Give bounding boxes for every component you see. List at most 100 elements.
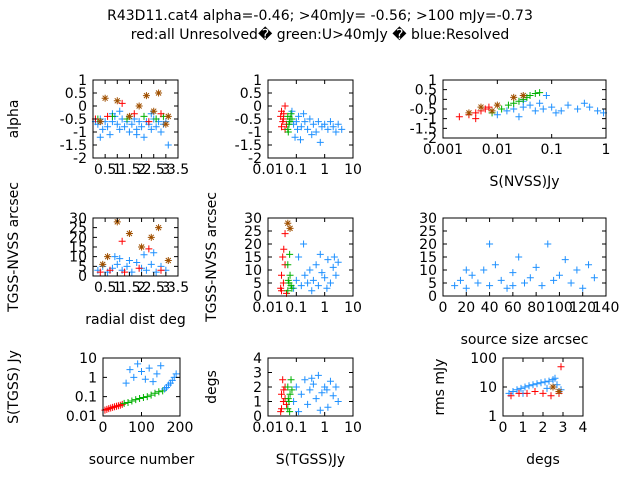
x-tick-label: 1 [519, 420, 528, 436]
y-tick-label: -0.5 [410, 102, 437, 118]
data-point [513, 386, 521, 394]
data-point [488, 107, 496, 115]
data-point [318, 389, 326, 397]
data-point [297, 282, 305, 290]
data-point [465, 109, 473, 117]
data-point [539, 389, 547, 397]
data-point [326, 118, 334, 126]
x-tick-label: 10 [344, 162, 362, 178]
data-point [157, 110, 165, 118]
y-tick-label: 4 [253, 351, 262, 367]
data-point [125, 128, 133, 136]
data-point [526, 274, 534, 282]
data-point [133, 258, 141, 266]
y-tick-label: 0 [428, 92, 437, 108]
y-tick-label: 0 [253, 99, 262, 115]
y-tick-label: 100 [470, 351, 497, 367]
data-point [125, 229, 133, 237]
plot-frame [92, 217, 179, 277]
data-point [580, 99, 588, 107]
data-point [139, 394, 147, 402]
data-point [122, 379, 130, 387]
y-tick-label: 1 [253, 395, 262, 411]
data-point [145, 245, 153, 253]
data-point [138, 368, 145, 376]
data-point [159, 387, 167, 395]
y-tick-label: 1 [88, 370, 97, 386]
data-point [277, 284, 285, 292]
data-point [101, 94, 109, 102]
data-point [288, 386, 296, 394]
y-tick-label: -0.5 [235, 112, 262, 128]
data-point [493, 111, 501, 119]
data-point [334, 258, 342, 266]
data-point [529, 381, 537, 389]
data-point [147, 233, 155, 241]
data-point [278, 390, 286, 398]
data-point [536, 89, 544, 97]
y-tick-label: 25 [419, 224, 437, 240]
y-tick-label: 0.5 [65, 86, 87, 102]
data-point [142, 92, 150, 100]
data-point [105, 405, 113, 413]
data-point [509, 269, 517, 277]
data-point [153, 370, 161, 378]
data-point [155, 224, 163, 232]
y-tick-label: 20 [244, 237, 262, 253]
x-tick-label: 100 [128, 420, 155, 436]
y-tick-label: 1 [253, 73, 262, 89]
data-point [323, 386, 331, 394]
data-point [517, 384, 525, 392]
y-tick-label: 1 [78, 73, 87, 89]
y-tick-label: 10 [79, 351, 97, 367]
y-tick-label: 30 [419, 211, 437, 227]
data-point [138, 243, 146, 251]
data-point [515, 253, 523, 261]
data-point [493, 101, 501, 109]
data-point [124, 398, 132, 406]
data-point [295, 112, 303, 120]
y-tick-label: -1 [73, 125, 87, 141]
data-point [121, 268, 129, 276]
data-point [284, 219, 292, 227]
data-point [300, 240, 308, 248]
plot-frame [442, 79, 607, 139]
data-point [143, 393, 151, 401]
data-point [543, 384, 551, 392]
data-point [286, 408, 294, 416]
data-point [486, 282, 494, 290]
x-tick-label: 1 [113, 162, 122, 178]
data-point [321, 120, 329, 128]
data-point [306, 386, 314, 394]
data-point [329, 123, 337, 131]
x-tick-label: 0.01 [252, 420, 283, 436]
data-point [284, 287, 292, 295]
data-point [284, 383, 292, 391]
data-point [491, 261, 499, 269]
x-tick-label: 1 [320, 300, 329, 316]
x-tick-label: 0.1 [541, 142, 563, 158]
data-point [150, 249, 158, 257]
y-tick-label: 1 [488, 409, 497, 425]
data-point [141, 375, 149, 383]
data-point [118, 237, 126, 245]
x-tick-label: 2 [137, 280, 146, 296]
data-point [316, 250, 324, 258]
data-point [509, 387, 517, 395]
data-point [515, 97, 523, 105]
data-point [541, 378, 549, 386]
data-point [462, 266, 470, 274]
data-point [579, 284, 587, 292]
data-point [288, 284, 296, 292]
data-point [338, 125, 346, 133]
data-point [140, 133, 148, 141]
x-tick-label: 10 [344, 420, 362, 436]
data-point [125, 112, 133, 120]
data-point [531, 387, 539, 395]
data-point [526, 101, 534, 109]
data-point [316, 406, 324, 414]
data-point [118, 400, 126, 408]
